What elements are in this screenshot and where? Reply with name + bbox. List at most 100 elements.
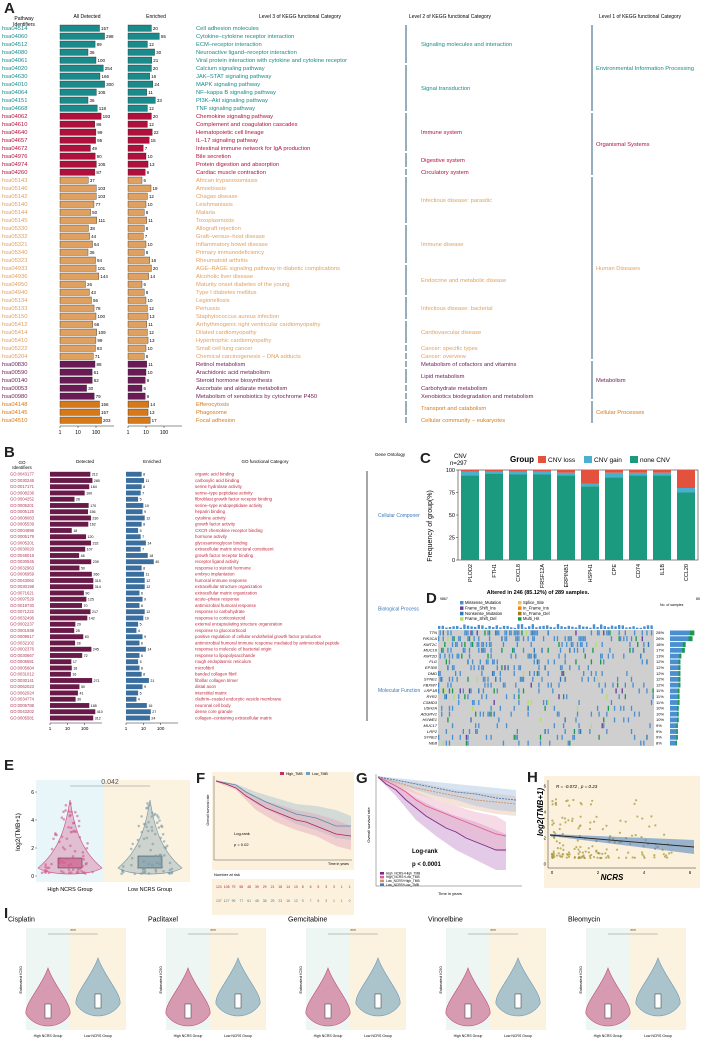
kegg-level3-name: Metabolism of xenobiotics by cytochrome … [196,394,317,400]
kegg-enriched-bar [127,176,143,184]
drug-group-high: High NCRS Group [314,1034,343,1038]
oncoplot-mutation-cell [576,711,579,717]
cnv-bar-segment [485,473,503,560]
h-y-tick-label: 2 [544,836,547,841]
go-header-ids: GO Identifiers [12,460,32,470]
oncoplot-mutation-cell [464,647,466,653]
oncoplot-freq-bar [670,647,685,653]
oncoplot-tmb-bar [438,626,441,629]
drug-signif-label: *** [210,929,216,935]
kegg-row: hsa04510 203 17 Focal adhesion [2,416,235,424]
oncoplot-tmb-bar [636,627,639,629]
oncoplot-mutation-cell [598,630,600,636]
go-detected-value: 18 [73,666,77,670]
oncoplot-mutation-cell [569,636,571,642]
oncoplot-mutation-cell [620,705,622,711]
kegg-enriched-value: 6 [144,178,147,183]
h-point [605,856,608,859]
h-point [571,819,574,823]
kegg-all-value: 100 [98,58,106,63]
oncoplot-tmb-bar [564,627,567,629]
drug-group-high: High NCRS Group [454,1034,483,1038]
oncoplot-mutation-cell [558,694,560,700]
oncoplot-gene-pct: 12% [656,665,664,670]
cnv-bar-segment [533,474,551,560]
h-point [589,856,592,860]
kegg-pathway-id: hsa04514 [2,26,28,32]
h-point [607,856,610,859]
kegg-pathway-id: hsa04630 [2,74,27,80]
cnv-y-tick-label: 50 [449,513,455,519]
oncoplot-gene-label: DMD [428,671,437,676]
go-enriched-value: 11 [146,479,150,483]
oncoplot-tmb-bar [607,627,610,629]
h-point [591,845,594,848]
oncoplot-mutation-cell [566,694,568,700]
oncoplot-mutation-cell [595,642,597,647]
kegg-all-bar [59,216,97,224]
kegg-level3-name: Bile secretion [196,154,231,160]
kegg-all-value: 43 [91,290,97,295]
oncoplot-mutation-cell [439,630,441,636]
oncoplot-mutation-cell [547,682,549,688]
oncoplot-mutation-cell [533,630,535,636]
oncoplot-mutation-cell [539,734,542,740]
f-risk-title: Number at risk [214,872,240,877]
oncoplot-mutation-cell [438,688,440,694]
kegg-row: hsa05332 44 7 Graft–versus–host disease [2,232,265,240]
h-point [553,836,556,840]
cnv-bar-segment [677,470,695,488]
kegg-row: hsa04020 254 20 Calcium signaling pathway [2,64,265,72]
go-detected-value: 125 [88,598,94,602]
oncoplot-mutation-cell [559,647,562,653]
oncoplot-mutation-cell [499,705,502,711]
oncoplot-mutation-cell [532,636,534,642]
go-enriched-value: 12 [146,610,150,614]
oncoplot-freq-bar [670,665,681,671]
go-detected-value: 26 [76,498,80,502]
oncoplot-mutation-cell [498,630,500,636]
go-row: GO:0005201 232 14 glycosaminoglycan binding [10,540,248,546]
e-point [84,872,87,875]
oncoplot-mutation-cell [538,682,540,688]
kegg-all-bar [59,120,95,128]
go-term-name: extracellular matrix structural constitu… [195,547,274,552]
go-detected-value: 28 [77,641,81,645]
oncoplot-mutation-cell [465,740,468,746]
h-point [553,855,556,859]
go-row: GO:0030141 271 21 fibrillar collagen trimer [10,678,238,683]
kegg-enriched-bar [127,40,148,48]
kegg-enriched-bar [127,240,147,248]
go-axis-tick-label: 10 [65,726,71,731]
oncoplot-gene-label: KMT2C [423,642,437,647]
oncoplot-mutation-cell [603,659,605,665]
oncoplot-mutation-cell [569,665,571,671]
kegg-row: hsa04010 300 24 MAPK signaling pathway [2,80,260,88]
kegg-row: hsa00590 61 10 Arachidonic acid metabolism [2,368,270,376]
kegg-all-value: 88 [97,362,103,367]
oncoplot-mutation-cell [632,647,634,653]
oncoplot-mutation-cell [538,665,540,671]
kegg-pathway-id: hsa04151 [2,98,27,104]
kegg-axis-tick-label: 1 [127,430,130,436]
kegg-all-value: 64 [94,242,100,247]
h-point [559,823,562,826]
oncoplot-mutation-cell [488,711,491,717]
oncoplot-mutation-cell [553,705,556,711]
oncoplot-mutation-cell [447,647,449,653]
panel-label-i: I [4,905,9,922]
oncoplot-mutation-cell [476,630,478,636]
oncoplot-mutation-cell [471,659,474,665]
oncoplot-mutation-cell [445,694,448,700]
h-point [562,848,565,851]
oncoplot-mutation-cell [476,676,478,682]
kegg-level3-name: JAK–STAT signaling pathway [196,74,272,80]
f-xlabel: Time in years [328,862,349,866]
go-detected-bar [50,484,90,490]
kegg-enriched-value: 10 [148,298,154,303]
kegg-level2-label: Signal transduction [421,86,470,92]
oncoplot-gene-label: USH2A [424,706,438,711]
go-row: GO:0097529 125 9 acute–phase response [10,597,240,602]
h-point [654,824,657,827]
oncoplot-mutation-cell [473,636,475,642]
